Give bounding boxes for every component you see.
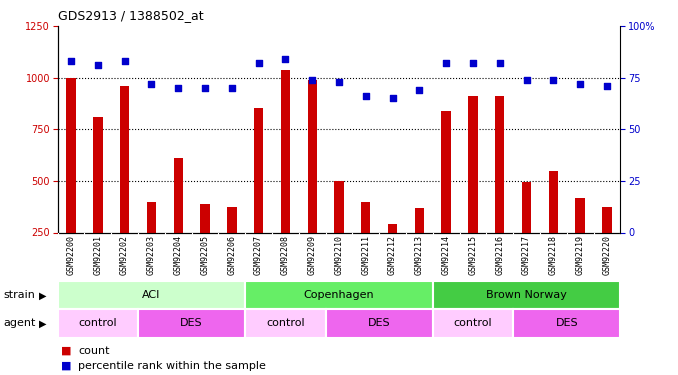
Bar (146, 202, 156, 284)
Bar (93, 117, 102, 284)
Text: GSM92203: GSM92203 (147, 235, 156, 275)
Text: GSM92217: GSM92217 (522, 235, 531, 275)
Text: GSM92209: GSM92209 (308, 235, 317, 275)
Bar (281, 70, 290, 284)
Bar (245, 309, 325, 338)
Text: GSM92202: GSM92202 (120, 235, 129, 275)
Point (66, 58, 77, 64)
Text: GSM92213: GSM92213 (415, 235, 424, 275)
Point (601, 83, 612, 89)
Bar (441, 111, 451, 284)
Point (494, 60, 505, 66)
Text: GSM92201: GSM92201 (94, 235, 102, 275)
Text: GSM92204: GSM92204 (174, 235, 182, 275)
Bar (308, 80, 317, 284)
Point (199, 85, 210, 91)
Point (280, 56, 291, 62)
Bar (495, 96, 504, 284)
Text: DES: DES (368, 318, 391, 328)
Bar (200, 204, 210, 284)
Text: ▶: ▶ (39, 290, 47, 300)
Bar (433, 281, 620, 309)
Text: GSM92200: GSM92200 (66, 235, 75, 275)
Bar (58, 309, 138, 338)
Point (253, 60, 264, 66)
Text: control: control (79, 318, 117, 328)
Bar (58, 281, 245, 309)
Bar (334, 181, 344, 284)
Point (119, 58, 130, 64)
Point (306, 77, 317, 83)
Point (361, 93, 372, 99)
Bar (174, 158, 183, 284)
Bar (254, 108, 263, 284)
Text: control: control (266, 318, 304, 328)
Text: DES: DES (555, 318, 578, 328)
Text: GSM92218: GSM92218 (549, 235, 558, 275)
Point (468, 60, 479, 66)
Text: strain: strain (3, 290, 35, 300)
Text: GSM92212: GSM92212 (388, 235, 397, 275)
Text: control: control (454, 318, 492, 328)
Text: percentile rank within the sample: percentile rank within the sample (78, 361, 266, 370)
Point (173, 85, 184, 91)
Text: GSM92219: GSM92219 (576, 235, 584, 275)
Point (521, 77, 532, 83)
Text: GSM92208: GSM92208 (281, 235, 290, 275)
Text: Copenhagen: Copenhagen (304, 290, 374, 300)
Bar (415, 208, 424, 284)
Point (548, 77, 559, 83)
Bar (468, 96, 478, 284)
Text: GSM92211: GSM92211 (361, 235, 370, 275)
Bar (245, 281, 433, 309)
Text: GSM92205: GSM92205 (201, 235, 210, 275)
Bar (549, 171, 558, 284)
Text: ▶: ▶ (39, 318, 47, 328)
Bar (522, 182, 532, 284)
Text: GDS2913 / 1388502_at: GDS2913 / 1388502_at (58, 9, 203, 22)
Text: ■: ■ (61, 346, 71, 355)
Point (146, 81, 157, 87)
Text: GSM92210: GSM92210 (334, 235, 344, 275)
Bar (513, 309, 620, 338)
Bar (388, 224, 397, 284)
Point (92, 62, 103, 68)
Point (387, 96, 398, 102)
Bar (120, 86, 129, 284)
Text: GSM92206: GSM92206 (227, 235, 237, 275)
Text: GSM92220: GSM92220 (603, 235, 612, 275)
Bar (433, 309, 513, 338)
Text: Brown Norway: Brown Norway (486, 290, 567, 300)
Bar (227, 207, 237, 284)
Text: agent: agent (3, 318, 36, 328)
Bar (325, 309, 433, 338)
Bar (361, 202, 370, 284)
Text: DES: DES (180, 318, 203, 328)
Text: ACI: ACI (142, 290, 161, 300)
Point (226, 85, 237, 91)
Bar (602, 207, 612, 284)
Point (575, 81, 586, 87)
Point (441, 60, 452, 66)
Text: count: count (78, 346, 109, 355)
Point (414, 87, 425, 93)
Text: GSM92215: GSM92215 (468, 235, 477, 275)
Text: GSM92216: GSM92216 (496, 235, 504, 275)
Bar (576, 198, 585, 284)
Text: ■: ■ (61, 361, 71, 370)
Point (334, 79, 344, 85)
Bar (138, 309, 245, 338)
Bar (66, 78, 76, 284)
Text: GSM92214: GSM92214 (441, 235, 451, 275)
Text: GSM92207: GSM92207 (254, 235, 263, 275)
